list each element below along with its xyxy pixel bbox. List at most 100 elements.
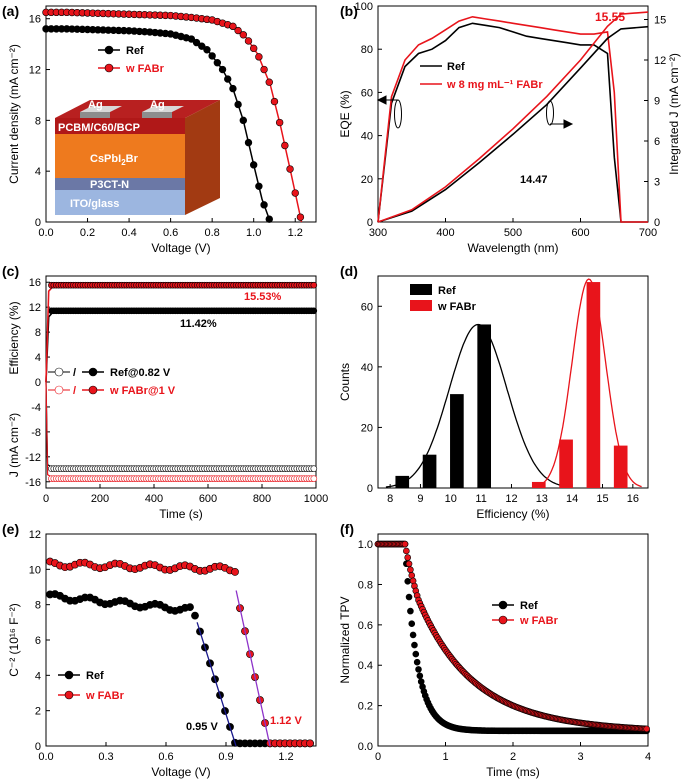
a-legend-0-marker	[104, 45, 114, 55]
d-series-0-bar	[450, 394, 464, 488]
b-xtick-label: 300	[369, 227, 387, 239]
d-xtick-label: 13	[536, 493, 548, 505]
c-ytick-label: -16	[25, 477, 41, 489]
layer-perovskite	[55, 134, 185, 178]
a-series-1-point	[286, 165, 294, 173]
f-series-0-point	[409, 631, 417, 639]
b-legend-1-label: w 8 mg mL⁻¹ FABr	[446, 79, 543, 91]
c-ylabel-bottom: J (mA cm⁻²)	[7, 413, 21, 477]
panel-label-e: (e)	[2, 521, 19, 537]
e-series-1-point	[306, 739, 314, 748]
c-ytick-label: 8	[35, 327, 41, 339]
c-legend-0-sep: /	[73, 367, 76, 379]
c-xtick-label: 1000	[304, 493, 328, 505]
layer-p3ctn	[55, 178, 185, 190]
b-ylabel: EQE (%)	[338, 90, 352, 137]
f-series-1-point	[407, 566, 414, 574]
c-legend-1-open-marker	[54, 385, 64, 395]
c-legend-1-sep: /	[73, 385, 76, 397]
b-y2-ytick-label: 3	[654, 177, 660, 189]
f-legend-0-label: Ref	[520, 600, 538, 612]
f-series-0-point	[404, 578, 412, 585]
panel-e-plot: 0.0 0.3 0.6 0.9 1.2 0 2 4 6 8 10 12 Voltage (V) C⁻² (…	[7, 529, 317, 779]
c-series-1-j-point	[310, 475, 318, 482]
d-ytick-label: 0	[367, 483, 373, 495]
d-series-1-fit	[535, 278, 642, 488]
e-xtick-label: 0.6	[158, 751, 173, 763]
stack-side-face	[185, 100, 220, 215]
panel-label-f: (f)	[340, 521, 354, 537]
f-series-1-point	[401, 540, 409, 548]
d-xtick-label: 12	[505, 493, 517, 505]
b-arrow-right	[550, 119, 574, 129]
device-stack-inset: Ag Ag PCBM/C60/BCP CsPbI2Br P3CT-N ITO/g…	[55, 99, 220, 215]
b-xtick-label: 500	[504, 227, 522, 239]
f-legend-1-marker	[498, 615, 508, 625]
ag-electrode-1-top	[80, 106, 122, 112]
b-j-indicator	[546, 100, 554, 126]
a-xtick-label: 0.6	[163, 227, 178, 239]
f-ylabel: Normalized TPV	[338, 596, 352, 683]
a-series-1-point	[291, 189, 299, 197]
e-series-0-point	[191, 611, 199, 620]
d-ytick-label: 40	[361, 362, 373, 374]
label-perovskite: CsPbI2Br	[90, 153, 139, 167]
c-legend-0-marker	[88, 367, 98, 377]
d-legend-0-swatch	[410, 284, 432, 295]
d-series-1-bar	[559, 439, 573, 488]
a-series-0-point	[249, 161, 258, 169]
b-y2-ytick-label: 6	[654, 136, 660, 148]
panel-label-d: (d)	[340, 263, 358, 279]
panel-label-a: (a)	[2, 3, 19, 19]
c-legend-0-label: Ref@0.82 V	[110, 367, 171, 379]
b-series-0-line	[377, 22, 648, 223]
c-xlabel: Time (s)	[159, 507, 203, 521]
b-ytick-label: 80	[361, 44, 373, 56]
c-legend-1-label: w FABr@1 V	[109, 385, 176, 397]
panel-label-b: (b)	[340, 3, 358, 19]
a-frame	[45, 5, 317, 223]
d-series-1-bar	[613, 445, 628, 488]
c-ytick-label: 4	[35, 352, 41, 364]
e-xtick-label: 0.0	[38, 751, 53, 763]
a-legend-0-label: Ref	[126, 45, 144, 57]
d-legend-1-label: w FABr	[437, 301, 477, 313]
d-xtick-label: 15	[596, 493, 608, 505]
a-xtick-label: 0.4	[121, 227, 136, 239]
e-ytick-label: 8	[35, 600, 41, 612]
c-series-1-eff-point	[310, 281, 318, 289]
c-series-0-eff-point	[310, 307, 318, 315]
e-series-0-point	[186, 603, 194, 612]
d-xlabel: Efficiency (%)	[476, 507, 549, 521]
a-series-1-point	[229, 22, 237, 31]
f-ytick-label: 0.4	[358, 660, 373, 672]
a-series-1-point	[239, 31, 248, 39]
b-series-2-line	[377, 25, 649, 223]
d-xtick-label: 10	[445, 493, 457, 505]
c-ytick-label: -8	[31, 427, 41, 439]
d-ytick-label: 20	[361, 422, 373, 434]
annotation-c-fabr-pce: 15.53%	[244, 291, 282, 303]
ag-electrode-2-top	[142, 106, 184, 112]
d-ylabel: Counts	[338, 363, 352, 401]
f-series-0-point	[405, 593, 413, 601]
a-series-0-point	[234, 100, 242, 109]
a-series-0-point	[224, 75, 232, 83]
e-ytick-label: 10	[29, 564, 41, 576]
b-y2-ytick-label: 0	[654, 217, 660, 229]
e-series-1-point	[231, 568, 239, 576]
d-xtick-label: 11	[475, 493, 486, 505]
a-ylabel: Current density (mA cm⁻²)	[7, 44, 21, 184]
f-series-1-point	[405, 560, 413, 568]
f-xtick-label: 1	[442, 751, 448, 763]
d-ytick-label: 60	[361, 301, 373, 313]
f-xtick-label: 0	[375, 751, 381, 763]
e-series-1-fit	[235, 590, 271, 747]
annotation-c-ref-pce: 11.42%	[180, 318, 217, 330]
d-legend-1-swatch	[410, 300, 432, 311]
e-ytick-label: 2	[35, 706, 41, 718]
e-xtick-label: 0.3	[98, 751, 113, 763]
d-xtick-label: 9	[417, 493, 423, 505]
ag-electrode-2	[142, 112, 172, 118]
